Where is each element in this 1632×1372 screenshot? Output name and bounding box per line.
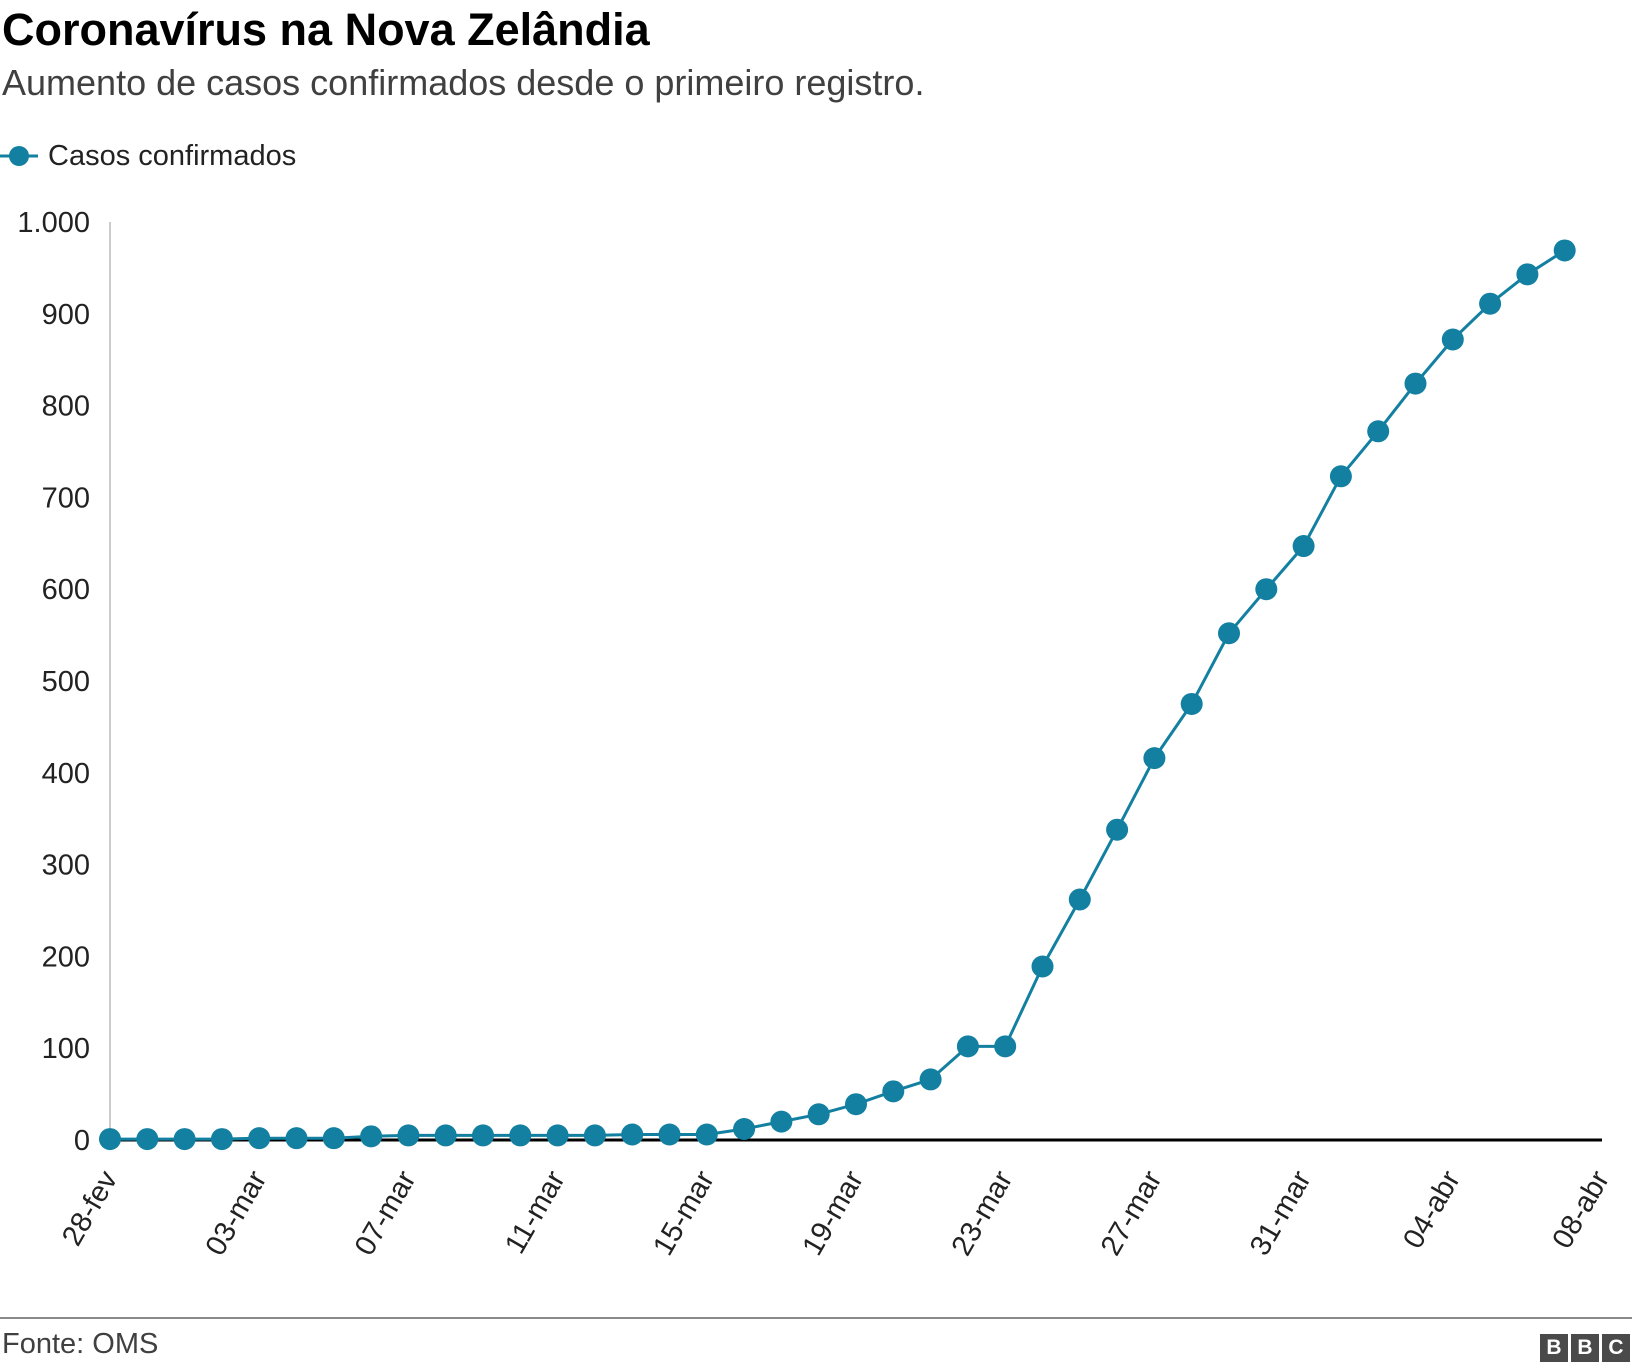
data-point [173,1128,196,1151]
data-point [1031,955,1054,978]
data-point [322,1127,345,1150]
data-point [360,1125,383,1148]
data-point [1553,239,1576,262]
x-tick-label: 27-mar [1095,1165,1169,1261]
data-point [882,1080,905,1103]
y-tick-label: 900 [42,299,90,331]
data-point [1329,465,1352,488]
data-point [248,1127,271,1150]
data-point [1255,578,1278,601]
data-point [1367,420,1390,443]
x-tick-label: 19-mar [796,1165,870,1261]
chart-subtitle: Aumento de casos confirmados desde o pri… [2,62,925,103]
data-point [956,1035,979,1058]
y-tick-label: 0 [74,1125,90,1157]
data-point [621,1123,644,1146]
chart-title: Coronavírus na Nova Zelândia [2,4,650,55]
source-note: Fonte: OMS [2,1328,159,1360]
data-point [1180,692,1203,715]
data-point [845,1093,867,1116]
x-tick-label: 23-mar [946,1165,1020,1261]
data-point [1479,292,1502,315]
y-tick-label: 800 [42,391,90,423]
data-point [1218,622,1240,645]
x-tick-label: 07-mar [349,1165,423,1261]
data-point [285,1127,308,1150]
data-point [1068,888,1091,911]
bbc-logo-block: B [1571,1334,1599,1362]
data-point [583,1124,606,1147]
legend-dot [9,146,29,166]
y-tick-label: 200 [42,941,90,973]
bbc-logo-block: B [1540,1334,1568,1362]
y-tick-label: 400 [42,758,90,790]
x-tick-label: 15-mar [647,1165,721,1261]
data-point [397,1124,420,1147]
legend: Casos confirmados [0,136,296,176]
series-line [110,249,1566,1141]
y-tick-label: 1.000 [17,207,90,239]
y-tick-label: 300 [42,850,90,882]
x-tick-label: 03-mar [200,1165,274,1261]
line-chart: 0 100 200 300 400 500 600 700 800 900 1.000 28-fev 0… [17,207,1616,1261]
data-point [733,1117,756,1140]
legend-label: Casos confirmados [48,139,297,172]
data-point [770,1110,793,1133]
data-point [658,1123,681,1146]
x-tick-label: 04-abr [1397,1165,1467,1254]
data-point [136,1128,159,1151]
data-point [994,1035,1017,1058]
data-point [210,1128,233,1151]
y-tick-label: 600 [42,574,90,606]
y-tick-label: 700 [42,482,90,514]
y-tick-label: 500 [42,666,90,698]
data-point [99,1128,121,1151]
data-point [1404,372,1427,395]
x-tick-label: 28-fev [56,1165,124,1251]
footer-divider [0,1317,1632,1319]
data-point [434,1124,457,1147]
bbc-logo-block: C [1602,1334,1630,1362]
data-point [509,1124,532,1147]
legend-marker-icon [0,146,38,166]
data-point [1441,328,1464,351]
x-tick-label: 31-mar [1244,1165,1318,1261]
x-tick-label: 11-mar [499,1165,572,1259]
data-point [472,1124,494,1147]
data-point [546,1124,569,1147]
data-point [695,1123,718,1146]
data-point [919,1068,942,1091]
data-point [807,1103,830,1126]
data-point [1292,535,1315,558]
x-tick-label: 08-abr [1546,1165,1616,1254]
data-point [1516,263,1539,286]
data-point [1106,818,1129,841]
data-point [1143,747,1166,770]
y-tick-label: 100 [42,1033,90,1065]
